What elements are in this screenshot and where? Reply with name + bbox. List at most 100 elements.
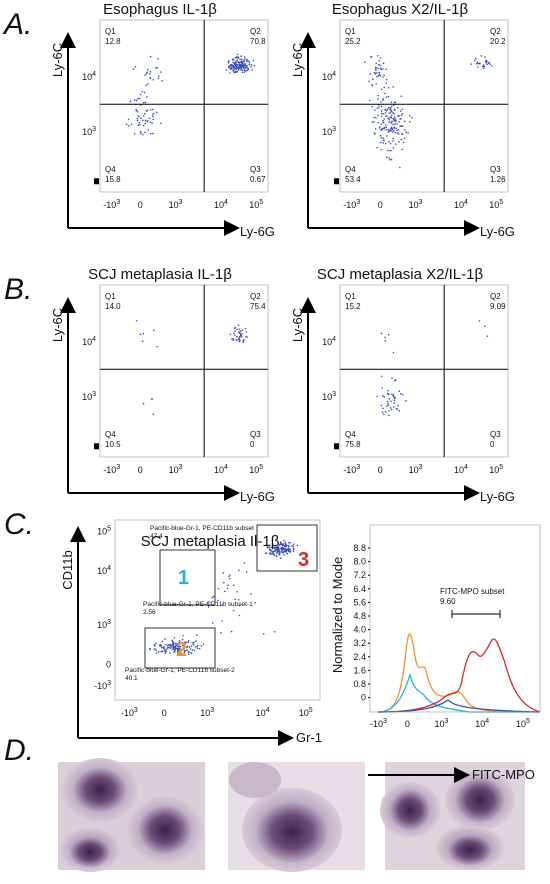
event-dot	[144, 131, 146, 134]
tick-exp: 5	[259, 464, 263, 471]
event-dot	[248, 60, 250, 63]
tick-exp: 3	[444, 718, 448, 725]
event-dot	[252, 59, 254, 62]
tick-label: -103	[343, 199, 360, 210]
event-dot	[376, 72, 378, 74]
event-dot	[277, 547, 280, 549]
event-dot	[236, 65, 238, 67]
event-dot	[382, 119, 384, 122]
event-dot	[268, 544, 271, 547]
event-dot	[237, 338, 240, 341]
quadrant-value: 0	[490, 440, 495, 449]
event-dot	[393, 399, 396, 402]
event-dot	[273, 550, 276, 552]
event-dot	[269, 548, 271, 551]
quadrant-name: Q1	[105, 292, 116, 301]
event-dot	[165, 648, 168, 650]
event-dot	[246, 64, 248, 67]
event-dot	[377, 74, 380, 77]
event-dot	[186, 646, 188, 649]
quadrant-value: 70.8	[250, 37, 266, 46]
event-dot	[283, 539, 285, 542]
event-dot	[163, 647, 165, 649]
event-dot	[146, 96, 148, 98]
event-dot	[388, 393, 390, 396]
event-dot	[403, 120, 406, 123]
event-dot	[388, 409, 390, 412]
event-dot	[390, 400, 392, 403]
event-dot	[384, 108, 386, 111]
event-dot	[285, 548, 287, 550]
tick-base: 0	[138, 465, 143, 475]
event-dot	[164, 652, 167, 655]
event-dot	[391, 120, 393, 123]
event-dot	[246, 60, 248, 63]
event-dot	[160, 71, 162, 73]
quadrant-value: 25.2	[345, 37, 361, 46]
event-dot	[394, 118, 397, 120]
event-dot	[292, 545, 295, 548]
event-dot	[241, 65, 243, 68]
tick-label: 105	[489, 464, 503, 475]
tick-base: 10	[97, 620, 107, 630]
event-dot	[168, 646, 171, 649]
event-dot	[149, 73, 151, 75]
tick-label: -103	[103, 464, 120, 475]
gate-name: Pacific-blue-Gr-1, PE-CD11b subset-2	[125, 667, 235, 674]
event-dot	[239, 63, 241, 66]
event-dot	[193, 641, 195, 644]
event-dot	[394, 379, 397, 381]
tick-label: 105	[249, 199, 263, 210]
tick-exp: 5	[259, 199, 263, 206]
event-dot	[186, 641, 188, 644]
event-dot	[169, 644, 171, 646]
event-dot	[376, 55, 379, 57]
quadrant-value: 15.8	[105, 175, 121, 184]
tick-exp: 3	[116, 464, 120, 471]
panel-label: C.	[4, 508, 34, 541]
quadrant-value: 12.8	[105, 37, 121, 46]
event-dot	[401, 393, 404, 396]
event-dot	[296, 544, 299, 547]
event-dot	[235, 68, 238, 71]
event-dot	[238, 340, 241, 343]
event-dot	[284, 550, 287, 553]
event-dot	[389, 127, 392, 130]
event-dot	[374, 127, 377, 130]
tick-label: 0	[378, 465, 383, 475]
event-dot	[146, 119, 149, 122]
event-dot	[142, 124, 145, 127]
event-dot	[200, 645, 203, 647]
event-dot	[238, 61, 241, 64]
event-dot	[480, 55, 482, 57]
event-dot	[244, 66, 247, 68]
event-dot	[237, 65, 240, 68]
event-dot	[368, 80, 371, 83]
event-dot	[246, 58, 248, 61]
event-dot	[275, 555, 278, 557]
event-dot	[392, 406, 395, 408]
event-dot	[388, 121, 390, 123]
panel-label: B.	[4, 273, 32, 306]
event-dot	[371, 84, 373, 86]
event-dot	[382, 413, 385, 415]
event-dot	[377, 122, 380, 124]
event-dot	[137, 124, 140, 127]
event-dot	[240, 68, 242, 71]
event-dot	[128, 125, 130, 127]
event-dot	[380, 88, 383, 91]
event-dot	[391, 131, 394, 133]
event-dot	[149, 56, 152, 58]
plot-frame	[339, 284, 509, 458]
event-dot	[240, 58, 243, 61]
event-dot	[144, 119, 147, 122]
event-dot	[174, 642, 177, 645]
event-dot	[234, 70, 237, 73]
gate-name: FITC-MPO subset	[440, 587, 505, 596]
event-dot	[407, 132, 409, 134]
event-dot	[398, 115, 400, 117]
tick-base: 10	[322, 392, 332, 402]
event-dot	[237, 56, 240, 58]
tick-exp: 4	[332, 71, 336, 78]
